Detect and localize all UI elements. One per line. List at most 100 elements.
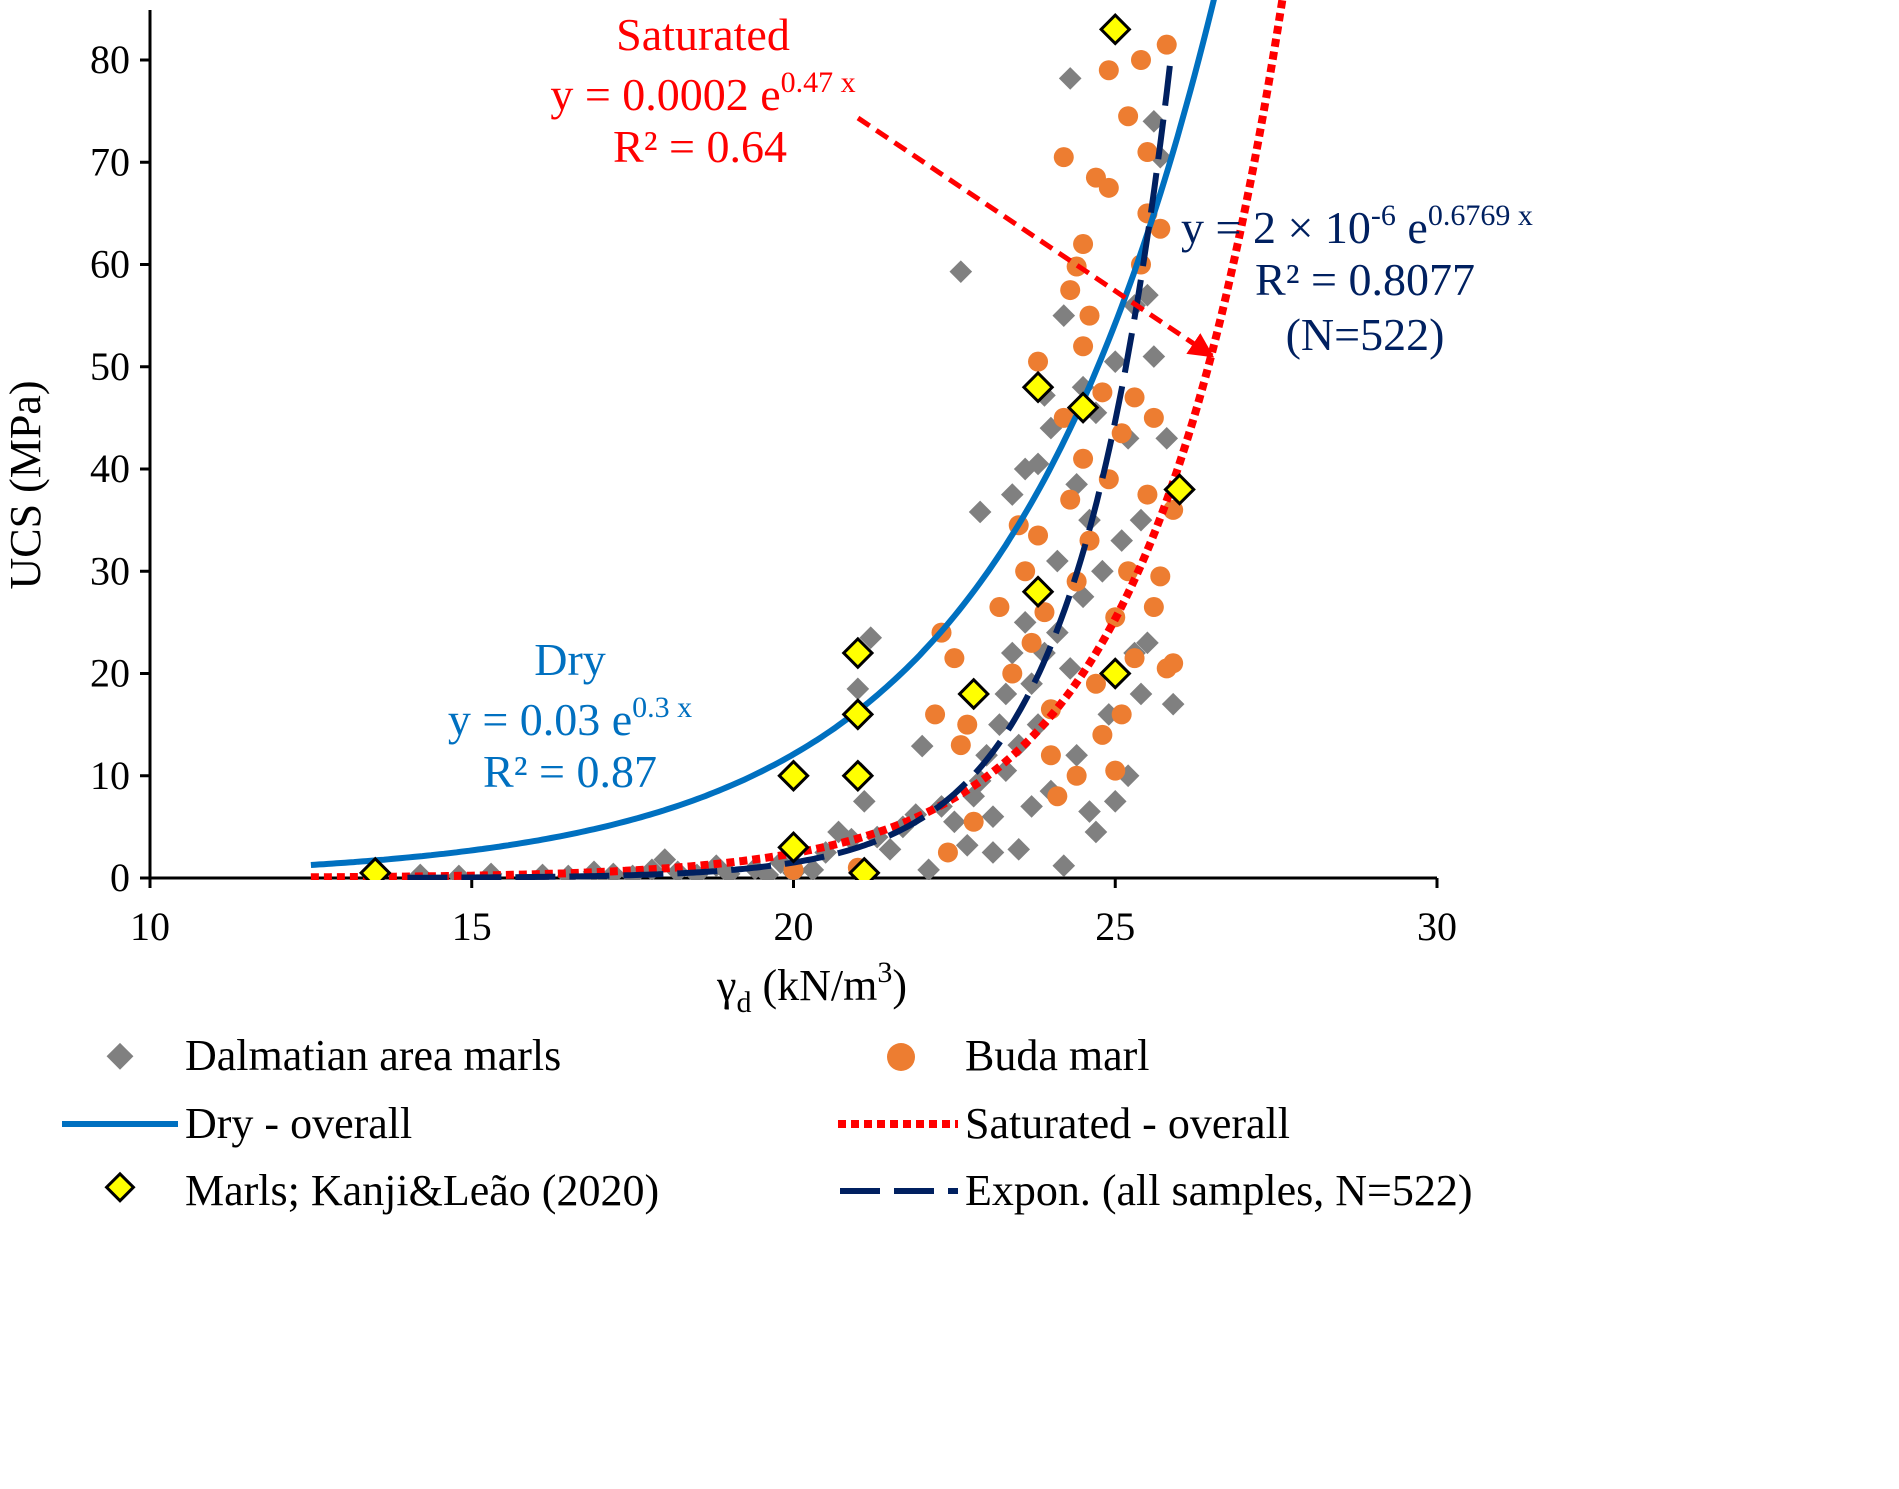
dalmatian-point <box>1136 631 1159 655</box>
buda-point <box>1098 177 1119 198</box>
buda-point <box>1015 561 1036 582</box>
legend-item-dalmatian: Dalmatian area marls <box>106 1031 561 1080</box>
saturated-title: Saturated <box>616 9 790 60</box>
x-tick-label: 15 <box>452 904 492 949</box>
legend-label-dalmatian: Dalmatian area marls <box>185 1031 561 1080</box>
kanji-point <box>841 698 875 731</box>
dalmatian-point <box>1000 641 1024 665</box>
saturated-annotation: Saturated y = 0.0002 e0.47 x R² = 0.64 <box>550 9 855 172</box>
dalmatian-point <box>994 759 1018 782</box>
y-tick-label: 80 <box>90 37 130 82</box>
y-tick-label: 70 <box>90 139 130 184</box>
buda-point <box>1098 60 1119 81</box>
x-tick-label: 10 <box>130 904 170 949</box>
dalmatian-point <box>1052 304 1076 327</box>
kanji-point <box>957 677 990 711</box>
buda-point <box>1047 786 1068 807</box>
legend-label-buda: Buda marl <box>965 1031 1150 1080</box>
x-tick-label: 30 <box>1417 904 1457 949</box>
expon-n: (N=522) <box>1286 309 1445 360</box>
y-axis-ticks: 0 10 20 30 40 50 60 70 80 <box>90 37 150 900</box>
buda-point <box>1163 653 1184 674</box>
y-axis-title: UCS (MPa) <box>1 380 50 589</box>
dalmatian-point <box>994 682 1018 706</box>
buda-point <box>1079 305 1100 326</box>
dalmatian-point <box>1065 743 1088 767</box>
buda-point <box>1137 484 1158 505</box>
kanji-point <box>1066 391 1100 424</box>
dalmatian-point <box>910 734 934 758</box>
dalmatian-point <box>1129 508 1153 532</box>
y-tick-label: 40 <box>90 446 130 491</box>
buda-point <box>1066 765 1087 786</box>
buda-point <box>1143 597 1164 618</box>
buda-point <box>1111 704 1132 725</box>
dalmatian-point <box>1110 529 1133 552</box>
dalmatian-point <box>1129 682 1153 706</box>
kanji-point <box>848 856 881 880</box>
dalmatian-point <box>859 626 883 650</box>
dalmatian-point <box>1142 345 1166 368</box>
dry-title: Dry <box>534 634 606 685</box>
expon-r2: R² = 0.8077 <box>1255 254 1475 305</box>
buda-point <box>1118 561 1139 582</box>
dalmatian-point <box>852 789 876 813</box>
buda-point <box>1060 489 1081 510</box>
saturated-arrow <box>856 115 1215 359</box>
dalmatian-point <box>1103 789 1127 813</box>
legend-marker-diamond-outline <box>104 1171 136 1203</box>
buda-point <box>1092 382 1113 403</box>
kanji-point <box>841 759 875 793</box>
kanji-point <box>1098 13 1132 46</box>
dalmatian-point <box>1058 67 1082 90</box>
legend-item-dry: Dry - overall <box>62 1099 412 1148</box>
dalmatian-point <box>846 677 870 701</box>
buda-point <box>1073 448 1094 469</box>
saturated-overall-curve <box>310 0 1287 880</box>
dalmatian-point <box>653 848 677 871</box>
dalmatian-point <box>1020 795 1043 818</box>
legend-label-kanji: Marls; Kanji&Leão (2020) <box>185 1166 659 1215</box>
buda-point <box>1111 423 1132 444</box>
dalmatian-point <box>1058 657 1082 680</box>
dalmatian-point <box>949 260 973 283</box>
buda-point <box>1156 34 1177 55</box>
legend-item-kanji: Marls; Kanji&Leão (2020) <box>104 1166 659 1215</box>
dalmatian-point <box>968 500 992 524</box>
kanji-point <box>777 831 810 864</box>
dalmatian-point <box>878 838 902 861</box>
y-tick-label: 60 <box>90 242 130 287</box>
buda-point <box>989 597 1010 618</box>
buda-point <box>1073 234 1094 255</box>
buda-point <box>1053 407 1074 428</box>
dalmatian-point <box>1161 692 1185 716</box>
buda-point <box>1124 387 1145 408</box>
saturated-r2: R² = 0.64 <box>613 121 787 172</box>
buda-point <box>1163 499 1184 520</box>
dalmatian-point <box>1026 452 1050 476</box>
dalmatian-point <box>981 841 1005 864</box>
dalmatian-point <box>1103 350 1127 373</box>
buda-point <box>1053 147 1074 168</box>
y-tick-label: 10 <box>90 753 130 798</box>
x-axis-title: γd (kN/m3) <box>716 956 907 1019</box>
expon-annotation: y = 2 × 10-6 e0.6769 x R² = 0.8077 (N=52… <box>1181 199 1533 360</box>
dalmatian-point <box>955 833 979 857</box>
buda-point <box>1002 663 1023 684</box>
legend-item-buda: Buda marl <box>887 1031 1150 1080</box>
dalmatian-point <box>1078 800 1101 823</box>
dalmatian-point <box>981 805 1005 828</box>
legend-label-dry: Dry - overall <box>185 1099 412 1148</box>
dry-annotation: Dry y = 0.03 e0.3 x R² = 0.87 <box>448 634 692 797</box>
buda-point <box>1085 673 1106 694</box>
dalmatian-point <box>988 713 1011 736</box>
expon-curve <box>407 64 1173 880</box>
dry-equation: y = 0.03 e0.3 x <box>448 691 692 745</box>
buda-point <box>1137 142 1158 163</box>
buda-point <box>944 648 965 669</box>
kanji-point <box>841 636 875 670</box>
dalmatian-point <box>1013 611 1037 634</box>
kanji-point <box>777 759 810 793</box>
buda-point <box>957 714 978 735</box>
